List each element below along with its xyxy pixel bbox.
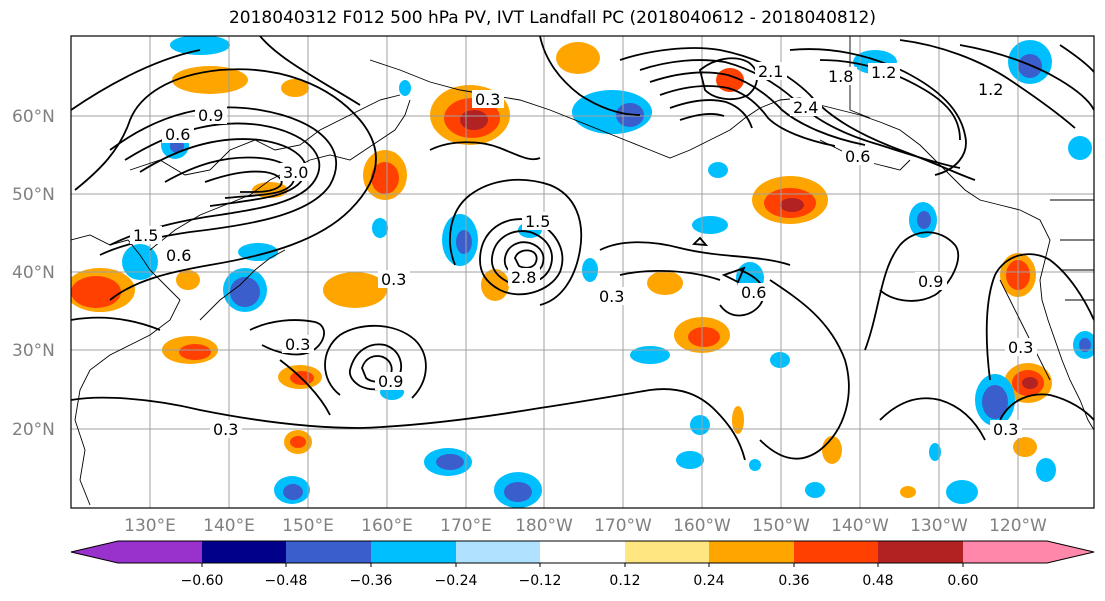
colorbar-segment xyxy=(456,541,540,563)
contour-label: 2.4 xyxy=(793,98,818,117)
lon-label: 130°W xyxy=(910,516,968,536)
colorbar-extend-max xyxy=(1047,541,1094,563)
lat-label: 50°N xyxy=(12,185,55,205)
contour-labels: 0.9 1.5 0.6 3.0 0.3 0.3 1.5 2.8 0.3 0.6 … xyxy=(133,62,1033,439)
colorbar: −0.60 −0.48 −0.36 −0.24 −0.12 0.12 0.24 … xyxy=(70,540,1095,589)
colorbar-segment xyxy=(794,541,878,563)
colorbar-tick-label: −0.36 xyxy=(350,573,393,589)
lat-label: 20°N xyxy=(12,420,55,440)
pv-anomaly-shading xyxy=(71,36,1094,508)
colorbar-tick-label: 0.12 xyxy=(609,573,640,589)
contour-label: 0.9 xyxy=(378,372,403,391)
lat-label: 60°N xyxy=(12,107,55,127)
contour-label: 3.0 xyxy=(283,163,308,182)
colorbar-tick-label: 0.48 xyxy=(862,573,893,589)
contour-label: 0.6 xyxy=(165,125,190,144)
contour-label: 0.3 xyxy=(381,270,406,289)
contour-label: 2.1 xyxy=(758,62,783,81)
contour-label: 1.2 xyxy=(978,80,1003,99)
lon-label: 170°E xyxy=(440,516,492,536)
latitude-labels: 60°N 50°N 40°N 30°N 20°N xyxy=(12,107,55,440)
colorbar-extend-min xyxy=(71,541,118,563)
contour-label: 1.8 xyxy=(828,67,853,86)
contour-label: 0.3 xyxy=(993,420,1018,439)
contour-label: 0.9 xyxy=(198,106,223,125)
contour-label: 0.3 xyxy=(475,90,500,109)
contour-label: 0.6 xyxy=(741,283,766,302)
contour-label: 1.5 xyxy=(133,226,158,245)
colorbar-segment xyxy=(371,541,456,563)
colorbar-segment xyxy=(878,541,963,563)
lon-label: 180°W xyxy=(515,516,573,536)
contour-label: 0.3 xyxy=(1008,338,1033,357)
lat-label: 40°N xyxy=(12,263,55,283)
lon-label: 160°E xyxy=(361,516,413,536)
contour-label: 0.6 xyxy=(845,147,870,166)
lon-label: 120°W xyxy=(989,516,1047,536)
colorbar-tick-label: 0.60 xyxy=(947,573,978,589)
contour-label: 0.9 xyxy=(918,272,943,291)
contour-label: 0.3 xyxy=(213,420,238,439)
coastlines xyxy=(71,36,1094,506)
contour-label-plates xyxy=(130,62,1037,438)
contour-label: 1.5 xyxy=(525,212,550,231)
colorbar-tick-label: 0.36 xyxy=(778,573,809,589)
lon-label: 140°W xyxy=(831,516,889,536)
contour-label: 0.3 xyxy=(599,287,624,306)
contour-label: 0.6 xyxy=(166,246,191,265)
contour-label: 1.2 xyxy=(871,63,896,82)
colorbar-tick-label: −0.60 xyxy=(181,573,224,589)
colorbar-segment xyxy=(963,541,1047,563)
colorbar-segment xyxy=(540,541,625,563)
lat-label: 30°N xyxy=(12,341,55,361)
colorbar-segment xyxy=(202,541,286,563)
colorbar-tick-label: −0.24 xyxy=(435,573,478,589)
colorbar-tick-label: −0.12 xyxy=(519,573,562,589)
map-frame xyxy=(70,35,1095,509)
colorbar-segment xyxy=(625,541,709,563)
colorbar-segment xyxy=(286,541,371,563)
lon-label: 160°W xyxy=(673,516,731,536)
lon-label: 170°W xyxy=(594,516,652,536)
lon-label: 130°E xyxy=(124,516,176,536)
contour-label: 0.3 xyxy=(285,335,310,354)
colorbar-tick-label: −0.48 xyxy=(265,573,308,589)
contour-label: 2.8 xyxy=(511,268,536,287)
colorbar-tick-label: 0.24 xyxy=(693,573,724,589)
lon-label: 150°W xyxy=(752,516,810,536)
longitude-labels: 130°E 140°E 150°E 160°E 170°E 180°W 170°… xyxy=(124,516,1047,536)
lon-label: 140°E xyxy=(203,516,255,536)
map-panel: 0.9 1.5 0.6 3.0 0.3 0.3 1.5 2.8 0.3 0.6 … xyxy=(70,35,1095,509)
colorbar-segment xyxy=(118,541,202,563)
map-title: 2018040312 F012 500 hPa PV, IVT Landfall… xyxy=(228,8,876,28)
colorbar-outline xyxy=(70,540,1095,564)
lon-label: 150°E xyxy=(282,516,334,536)
colorbar-segment xyxy=(709,541,794,563)
